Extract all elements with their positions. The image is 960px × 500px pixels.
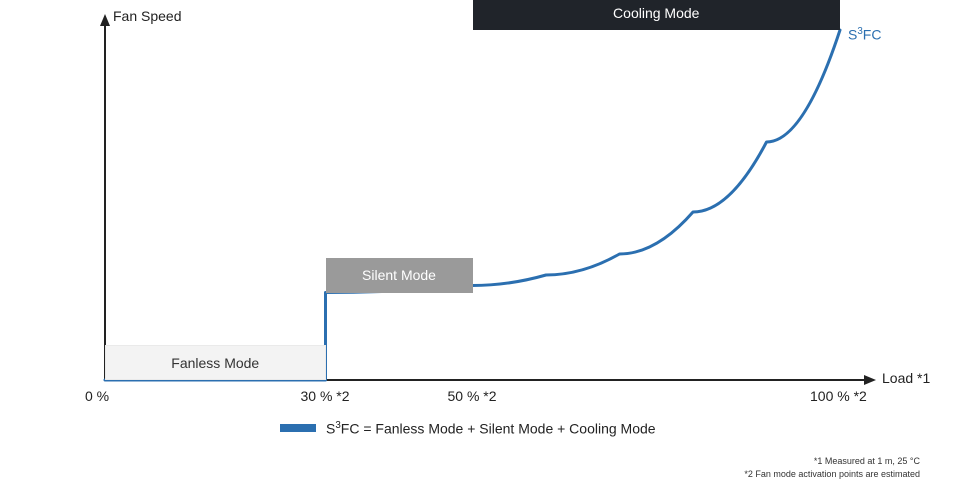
mode-cooling: Cooling Mode [473,0,841,30]
x-tick: 30 % *2 [301,388,350,404]
x-axis-label: Load *1 [882,370,930,386]
mode-fanless: Fanless Mode [105,345,326,380]
legend-text: S3FC = Fanless Mode + Silent Mode + Cool… [326,420,656,437]
x-tick: 50 % *2 [448,388,497,404]
legend-swatch [280,424,316,432]
x-tick: 0 % [85,388,109,404]
y-axis-label: Fan Speed [113,8,182,24]
footnote-line: *1 Measured at 1 m, 25 °C [744,455,920,468]
series-label: S3FC [848,26,881,43]
legend: S3FC = Fanless Mode + Silent Mode + Cool… [280,420,656,437]
x-tick: 100 % *2 [810,388,867,404]
footnote-line: *2 Fan mode activation points are estima… [744,468,920,481]
fan-curve-chart: Fan Speed Load *1 0 % 30 % *2 50 % *2 100 %… [0,0,960,500]
mode-silent: Silent Mode [326,258,473,293]
footnotes: *1 Measured at 1 m, 25 °C*2 Fan mode act… [744,455,920,480]
